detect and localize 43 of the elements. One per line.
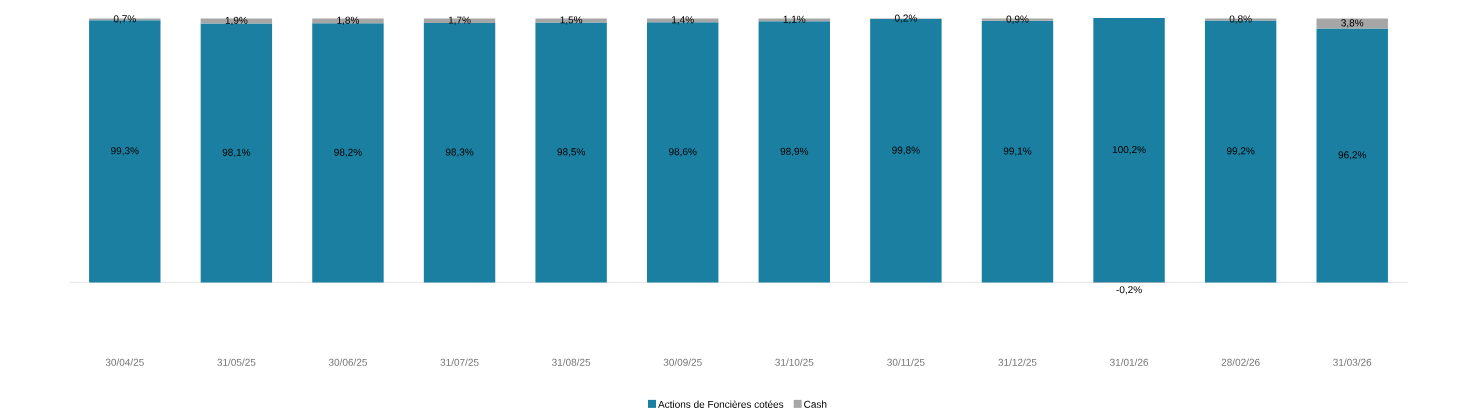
data-label: 98,6%: [669, 148, 697, 157]
bar: [312, 23, 384, 283]
data-label: -0,2%: [1116, 286, 1142, 295]
data-label: 98,2%: [334, 148, 362, 157]
bar: [200, 18, 273, 24]
data-label: 98,9%: [780, 147, 809, 157]
x-tick-label: 31/03/26: [1333, 358, 1372, 366]
data-label: 96,2%: [1338, 151, 1367, 160]
legend-label: Actions de Foncières cotées: [658, 400, 784, 408]
data-label: 99,1%: [1003, 147, 1032, 156]
x-tick-label: 31/10/25: [775, 358, 814, 366]
x-tick-label: 31/01/26: [1109, 358, 1149, 366]
bar: [647, 18, 719, 23]
data-label: 1,9%: [225, 16, 248, 26]
x-tick-label: 31/07/25: [440, 358, 479, 366]
bar: [1093, 17, 1165, 283]
bar: [535, 18, 607, 23]
legend-label: Cash: [804, 400, 827, 408]
data-label: 3,8%: [1341, 19, 1364, 28]
data-label: 1,5%: [560, 16, 583, 25]
x-tick-label: 30/06/25: [328, 358, 367, 366]
data-label: 99,3%: [111, 147, 139, 156]
data-label: 98,3%: [445, 148, 474, 157]
x-tick-label: 30/09/25: [663, 358, 702, 366]
bar: [1316, 18, 1388, 29]
data-label: 98,5%: [557, 148, 585, 157]
data-label: 99,8%: [892, 146, 920, 155]
x-tick-label: 28/02/26: [1221, 358, 1260, 366]
bar: [423, 18, 496, 23]
bar: [1316, 28, 1388, 283]
x-tick-label: 31/08/25: [552, 358, 591, 366]
data-label: 98,1%: [222, 148, 251, 158]
data-label: 100,2%: [1112, 146, 1146, 155]
bar: [200, 23, 273, 283]
data-label: 1,8%: [337, 16, 360, 25]
x-tick-label: 31/05/25: [217, 358, 256, 366]
bar: [312, 18, 384, 24]
data-label: 99,2%: [1226, 147, 1255, 156]
x-tick-label: 31/12/25: [998, 358, 1037, 366]
x-tick-label: 30/11/25: [887, 358, 925, 366]
data-label: 1,7%: [448, 16, 471, 25]
x-tick-label: 30/04/25: [105, 358, 144, 366]
data-label: 1,4%: [672, 16, 694, 25]
